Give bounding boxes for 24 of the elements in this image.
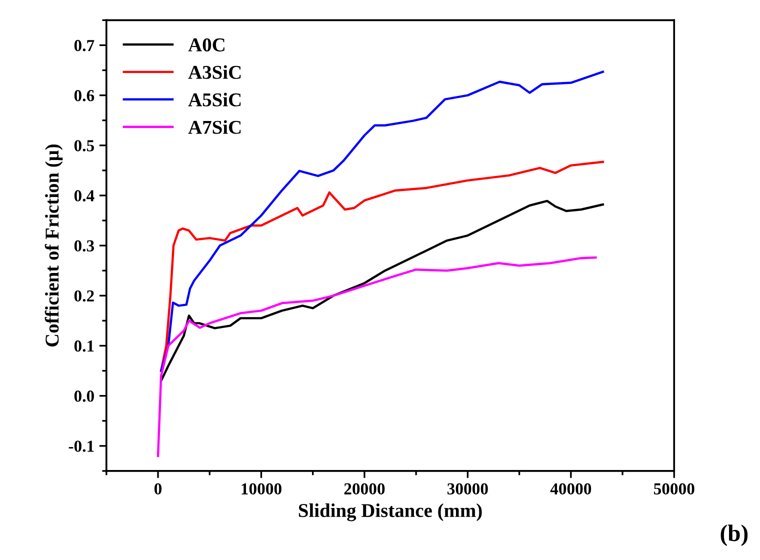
y-tick-label: 0.2 — [74, 290, 94, 302]
x-axis-title: Sliding Distance (mm) — [298, 503, 482, 522]
legend-label: A7SiC — [188, 120, 241, 134]
legend-label: A5SiC — [188, 92, 241, 106]
y-tick-label: 0.4 — [74, 190, 94, 202]
x-tick-label: 50000 — [654, 483, 694, 494]
x-tick-label: 40000 — [550, 483, 592, 494]
y-tick-label: 0.1 — [74, 340, 94, 352]
y-tick-label: -0.1 — [68, 440, 94, 452]
y-tick-label: 0.5 — [74, 140, 94, 152]
x-tick-label: 0 — [154, 483, 162, 494]
y-tick-label: 0.0 — [74, 390, 94, 402]
y-axis-title: Cofficient of Friction (μ) — [44, 144, 63, 346]
x-tick-label: 20000 — [344, 483, 385, 494]
line-series — [156, 256, 597, 458]
text: (b) — [720, 524, 748, 546]
y-tick-label: 0.6 — [74, 90, 94, 102]
x-tick-label: 30000 — [447, 483, 488, 494]
y-tick-label: 0.7 — [74, 40, 94, 52]
legend-label: A3SiC — [188, 65, 241, 79]
y-tick-label: 0.3 — [74, 240, 94, 252]
legend-label: A0C — [188, 38, 224, 52]
line-series — [160, 200, 604, 382]
x-tick-label: 10000 — [242, 483, 282, 494]
